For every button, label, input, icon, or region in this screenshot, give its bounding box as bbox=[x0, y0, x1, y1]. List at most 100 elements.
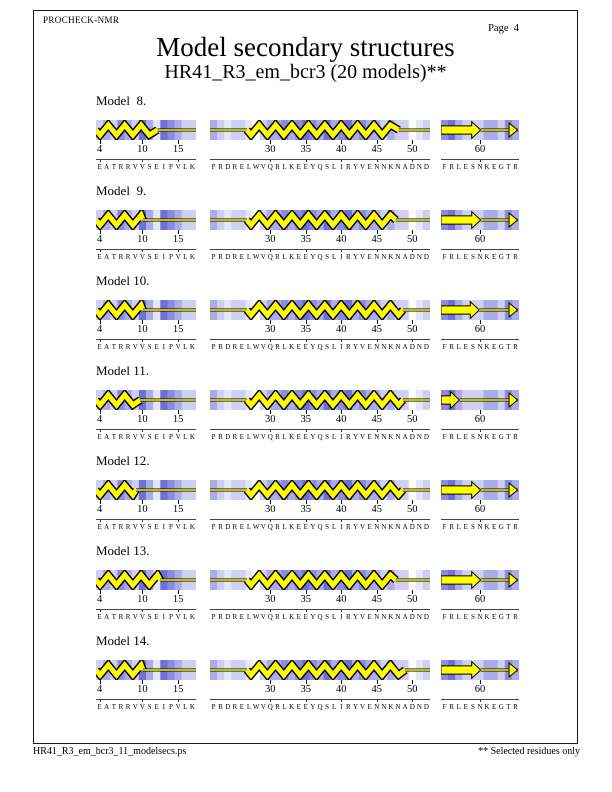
helix-wiggle-glyph bbox=[244, 481, 405, 499]
axis-tick bbox=[142, 320, 144, 324]
residue-letter: V bbox=[139, 433, 145, 441]
residue-letter: D bbox=[225, 343, 231, 351]
axis-tick-label: 30 bbox=[265, 144, 276, 155]
residue-letter: E bbox=[239, 253, 245, 261]
axis-tick bbox=[142, 590, 144, 594]
axis-tick bbox=[99, 590, 101, 594]
axis-tick bbox=[270, 680, 272, 684]
residue-letter: E bbox=[296, 703, 301, 711]
residue-letter: V bbox=[175, 523, 181, 531]
residue-letter: E bbox=[367, 163, 372, 171]
residue-letter: K bbox=[189, 433, 195, 441]
residue-letter: K bbox=[388, 613, 394, 621]
sequence-ruler-tick bbox=[99, 519, 101, 522]
sequence-ruler-tick bbox=[341, 429, 343, 432]
residue-letter: R bbox=[346, 343, 351, 351]
residue-letter: V bbox=[175, 703, 181, 711]
residue-letter: R bbox=[118, 703, 124, 711]
residue-letter: D bbox=[423, 433, 429, 441]
residue-letter: A bbox=[402, 523, 408, 531]
residue-letter: T bbox=[506, 433, 511, 441]
residue-letter: N bbox=[416, 343, 422, 351]
axis-tick bbox=[270, 230, 272, 234]
segment-strip bbox=[96, 570, 196, 590]
residue-letter: D bbox=[423, 613, 429, 621]
axis-tick bbox=[480, 410, 481, 414]
residue-letter: I bbox=[340, 703, 343, 711]
segment-strip bbox=[96, 480, 196, 500]
axis-tick bbox=[305, 410, 307, 414]
residue-letter: N bbox=[416, 523, 422, 531]
residue-letter: R bbox=[275, 433, 280, 441]
model-row: Model 10. 4 10 15 E A T R R V V S E I P V L K 30 35 40 45 50 P R… bbox=[34, 273, 579, 363]
residue-letter: K bbox=[189, 253, 195, 261]
residue-letter: R bbox=[218, 253, 223, 261]
residue-letter: R bbox=[346, 433, 351, 441]
residue-letter: L bbox=[183, 253, 188, 261]
residue-letter: E bbox=[239, 163, 245, 171]
residue-letter: V bbox=[360, 523, 366, 531]
residue-letter: E bbox=[296, 523, 301, 531]
axis-tick bbox=[305, 680, 307, 684]
residue-letter: A bbox=[104, 343, 110, 351]
residue-letter: L bbox=[183, 343, 188, 351]
page-title: Model secondary structures bbox=[156, 32, 455, 62]
residue-letter: E bbox=[154, 703, 159, 711]
residue-letter: P bbox=[169, 523, 173, 531]
residue-letter: D bbox=[409, 343, 415, 351]
residue-letter: T bbox=[111, 343, 116, 351]
sequence-ruler-tick bbox=[142, 159, 144, 162]
axis-tick bbox=[270, 410, 272, 414]
residue-letter: L bbox=[332, 163, 337, 171]
residue-letter: R bbox=[346, 613, 351, 621]
residue-letter: W bbox=[252, 523, 260, 531]
sequence-ruler-tick bbox=[376, 699, 378, 702]
residue-letter: L bbox=[183, 703, 188, 711]
residue-letter: N bbox=[374, 163, 380, 171]
residue-letter: A bbox=[402, 703, 408, 711]
model-label: Model 14. bbox=[96, 633, 150, 648]
residue-letter: L bbox=[246, 253, 252, 261]
strand-arrow-glyph bbox=[441, 660, 482, 680]
residue-letter: P bbox=[211, 523, 216, 531]
residue-letter: K bbox=[484, 253, 490, 261]
axis-tick bbox=[412, 590, 414, 594]
axis-tick bbox=[341, 140, 343, 144]
residue-letter: Y bbox=[352, 253, 359, 261]
residue-letter: L bbox=[282, 523, 287, 531]
sequence-ruler-tick bbox=[412, 339, 414, 342]
segment-strip bbox=[96, 120, 196, 140]
residue-letter: L bbox=[183, 613, 188, 621]
sequence-ruler-tick bbox=[376, 429, 378, 432]
residue-letter: L bbox=[456, 163, 461, 171]
model-label: Model 8. bbox=[96, 93, 147, 108]
residue-letter: A bbox=[104, 523, 110, 531]
sequence-ruler-tick bbox=[142, 339, 144, 342]
helix-wiggle-glyph bbox=[244, 571, 398, 589]
residue-letter: G bbox=[498, 613, 504, 621]
residue-letter: I bbox=[340, 343, 343, 351]
sequence-ruler bbox=[96, 519, 196, 520]
residue-letter: D bbox=[409, 253, 415, 261]
residue-letter: S bbox=[470, 703, 475, 711]
axis-tick bbox=[99, 680, 101, 684]
sequence-ruler-tick bbox=[142, 519, 144, 522]
residue-letter: P bbox=[169, 253, 173, 261]
segment-strip bbox=[96, 660, 196, 680]
axis-tick bbox=[178, 680, 180, 684]
residue-letter: V bbox=[175, 163, 181, 171]
axis-tick bbox=[142, 410, 144, 414]
axis-tick bbox=[376, 230, 378, 234]
axis-tick bbox=[376, 590, 378, 594]
axis-tick-label: 50 bbox=[407, 594, 418, 605]
residue-letter: P bbox=[211, 703, 216, 711]
sequence-ruler-tick bbox=[142, 699, 144, 702]
residue-letter: R bbox=[118, 163, 124, 171]
residue-letter: E bbox=[154, 343, 159, 351]
residue-letter: L bbox=[282, 703, 287, 711]
residue-letter: R bbox=[513, 703, 518, 711]
strand-arrow-glyph bbox=[441, 210, 482, 230]
